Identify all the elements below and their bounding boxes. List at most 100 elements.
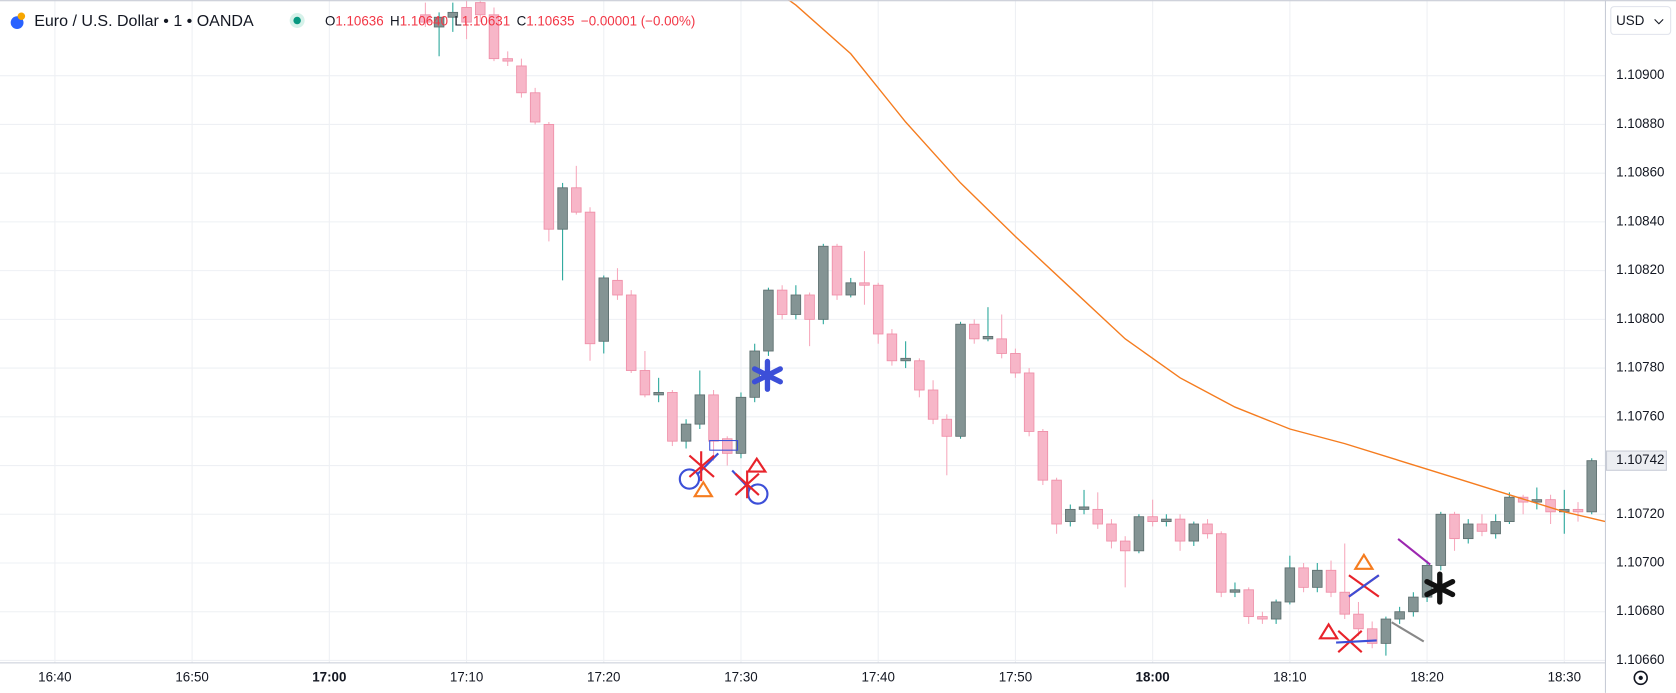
candle-body [543, 124, 555, 230]
candle-body [1353, 613, 1364, 630]
axes: 1.106601.106801.107001.107201.107401.107… [38, 67, 1667, 684]
symbol-icon [17, 12, 26, 20]
candle-body [1394, 611, 1405, 620]
y-tick-label: 1.10800 [1616, 311, 1664, 326]
candle-body [1284, 567, 1296, 603]
candle-body [845, 282, 856, 296]
candle-body [1078, 506, 1090, 510]
candle-body [1229, 589, 1241, 593]
candle-body [1133, 516, 1145, 552]
candle-body [1408, 596, 1419, 613]
candle-body [1462, 523, 1474, 540]
candle-body [1023, 372, 1035, 432]
candle-body [529, 92, 541, 123]
y-tick-label: 1.10860 [1616, 165, 1664, 180]
candle-body [1216, 533, 1227, 593]
x-tick-label: 18:00 [1136, 669, 1170, 684]
candle-body [502, 58, 513, 62]
candle-body [900, 357, 911, 362]
y-tick-label: 1.10880 [1616, 116, 1664, 131]
y-tick-label: 1.10840 [1616, 213, 1664, 228]
candle-body [982, 335, 994, 340]
settings-button[interactable] [1633, 670, 1648, 686]
symbol-title: Euro / U.S. Dollar • 1 • OANDA [34, 12, 254, 30]
candle-body [1010, 353, 1021, 374]
candle-body [996, 338, 1007, 354]
currency-button[interactable]: USD [1610, 6, 1672, 35]
candle-body [886, 333, 898, 362]
line-drawing [1391, 621, 1425, 643]
plot-area [420, 0, 1606, 656]
x-tick-label: 18:10 [1273, 669, 1306, 684]
candle-body [420, 14, 431, 23]
dropdown-caret[interactable] [1654, 19, 1664, 25]
candle-body [914, 360, 925, 391]
candle-body [1531, 499, 1543, 503]
candle-body [1174, 518, 1186, 542]
drawings [678, 358, 1456, 653]
ohlc-key: C [517, 13, 527, 28]
status-dot [293, 16, 301, 25]
y-tick-label: 1.10760 [1616, 408, 1664, 423]
settings-icon[interactable] [1638, 675, 1643, 680]
change-value: −0.00001 (−0.00%) [581, 13, 695, 28]
candle-body [1490, 521, 1501, 535]
triangle-drawing [692, 480, 714, 498]
candle-body [475, 2, 486, 16]
cross-drawing [734, 470, 760, 499]
asterisk-drawing [1424, 571, 1456, 605]
y-tick-label: 1.10700 [1616, 555, 1664, 570]
candle-body [1435, 513, 1447, 566]
candle-body [763, 289, 774, 352]
candle-body [461, 7, 472, 23]
line-drawing [1336, 639, 1377, 644]
x-tick-label: 17:40 [861, 669, 894, 684]
ohlc-value: 1.10636 [335, 13, 383, 28]
candle-body [1161, 518, 1172, 523]
y-tick-label: 1.10720 [1616, 506, 1664, 521]
candle-body [1586, 460, 1597, 513]
line-drawing [1348, 574, 1380, 598]
circle-drawing [678, 468, 701, 490]
candle-body [1202, 523, 1213, 535]
candle-body [1366, 628, 1378, 644]
candle-body [708, 394, 719, 442]
ohlc-value: 1.10640 [400, 13, 448, 28]
candle-body [1243, 589, 1254, 618]
candle-body [749, 350, 760, 398]
moving-average-line [787, 0, 1606, 523]
line-drawing [1397, 538, 1431, 566]
grid [0, 0, 1606, 663]
ohlc-value: 1.10631 [462, 13, 510, 28]
x-tick-label: 17:30 [724, 669, 757, 684]
candle-body [571, 187, 582, 213]
candle-body [776, 289, 788, 315]
header: Euro / U.S. Dollar • 1 • OANDA O1.10636 H… [10, 12, 695, 30]
candle-body [653, 392, 664, 396]
candle-body [1325, 569, 1337, 593]
triangle-drawing [1318, 622, 1340, 640]
x-tick-label: 16:40 [38, 669, 71, 684]
ohlc-values: O1.10636 H1.10640 L1.10631 C1.10635 −0.00001… [325, 13, 695, 28]
candle-body [790, 294, 802, 315]
candle-body [818, 245, 829, 320]
currency-label[interactable]: USD [1616, 13, 1645, 28]
rect-drawing [709, 440, 739, 451]
candle-body [1545, 499, 1556, 513]
candle-body [1188, 523, 1200, 542]
candle-body [735, 396, 747, 454]
y-tick-label: 1.10680 [1616, 603, 1664, 618]
candle-body [1572, 508, 1584, 513]
ohlc-key: O [325, 13, 335, 28]
currency-box[interactable] [1610, 6, 1672, 35]
candle-body [941, 418, 953, 437]
settings-icon[interactable] [1633, 670, 1648, 686]
x-tick-label: 18:30 [1548, 669, 1581, 684]
candle-body [612, 279, 623, 296]
candle-body [927, 389, 939, 420]
candle-body [447, 11, 459, 18]
y-tick-label: 1.10780 [1616, 360, 1664, 375]
triangle-drawing [1353, 552, 1375, 570]
candle-body [667, 392, 678, 442]
